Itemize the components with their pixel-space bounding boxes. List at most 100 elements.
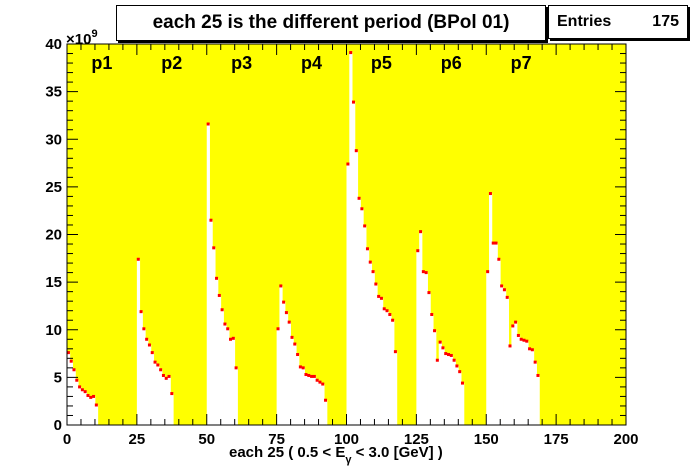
data-point-p1-6 (83, 390, 87, 394)
data-point-p6-4 (427, 291, 431, 295)
bin-fill-p2-1 (139, 311, 143, 425)
bin-fill-p2-12 (170, 393, 174, 425)
data-point-p4-6 (293, 342, 297, 346)
period-label-p3: p3 (231, 53, 252, 73)
data-point-p1-8 (89, 395, 93, 399)
bin-fill-p6-0 (416, 250, 420, 425)
data-point-p6-8 (438, 340, 442, 344)
data-point-p4-15 (318, 380, 322, 384)
bin-fill-p7-12 (519, 339, 523, 425)
bin-fill-p3-0 (206, 124, 210, 425)
data-point-p6-3 (424, 271, 428, 275)
bin-fill-p5-0 (346, 164, 350, 425)
bin-fill-p4-13 (312, 376, 317, 425)
data-point-p3-3 (215, 276, 219, 280)
data-point-p7-15 (528, 347, 532, 351)
data-point-p5-1 (349, 51, 353, 55)
data-point-p5-15 (388, 313, 392, 317)
data-point-p3-6 (223, 322, 227, 326)
period-label-p7: p7 (511, 53, 532, 73)
bin-fill-p6-7 (435, 360, 440, 425)
data-point-p7-8 (508, 344, 512, 348)
data-point-p5-12 (379, 296, 383, 300)
bin-fill-p4-11 (307, 375, 311, 425)
data-point-p3-0 (206, 122, 210, 126)
data-point-p2-10 (164, 376, 168, 380)
bin-fill-p3-1 (209, 220, 213, 425)
bin-fill-p4-4 (287, 322, 291, 425)
bin-fill-p3-5 (220, 309, 224, 425)
bin-fill-p4-16 (321, 384, 325, 425)
bin-fill-p4-14 (315, 380, 319, 425)
bin-fill-p7-11 (516, 335, 521, 425)
data-point-p2-7 (156, 363, 160, 367)
data-point-p3-4 (217, 293, 221, 297)
data-point-p7-1 (488, 192, 492, 196)
bin-fill-p1-6 (83, 391, 87, 425)
bin-fill-p1-5 (80, 389, 85, 425)
data-point-p4-7 (296, 353, 300, 357)
data-point-p1-2 (72, 368, 76, 372)
stats-entries-value: 175 (652, 13, 679, 30)
data-point-p4-13 (312, 374, 316, 378)
bin-fill-p5-16 (391, 320, 395, 425)
data-point-p5-9 (371, 270, 375, 274)
bin-fill-p2-10 (164, 378, 169, 425)
data-point-p4-1 (279, 284, 283, 288)
data-point-p3-8 (229, 337, 233, 341)
bin-fill-p5-10 (374, 284, 378, 425)
data-point-p1-0 (66, 351, 70, 355)
bin-fill-p3-2 (212, 247, 216, 425)
data-point-p1-4 (78, 385, 82, 389)
data-point-p6-9 (441, 346, 445, 350)
x-tick-label: 75 (268, 431, 285, 448)
bin-fill-p7-8 (508, 345, 512, 425)
data-point-p1-3 (75, 378, 79, 382)
y-multiplier-base: ×10 (66, 31, 91, 48)
data-point-p6-0 (416, 249, 420, 253)
data-point-p7-12 (519, 337, 523, 341)
bin-fill-p4-1 (279, 285, 283, 425)
bin-fill-p5-4 (357, 198, 361, 425)
bin-fill-p6-1 (419, 231, 423, 425)
data-point-p5-5 (360, 207, 364, 211)
data-point-p3-10 (234, 366, 238, 370)
data-point-p4-16 (321, 382, 325, 386)
bin-fill-p2-5 (150, 352, 155, 425)
data-point-p6-12 (449, 353, 453, 357)
bin-fill-p5-6 (363, 225, 367, 425)
bin-fill-p4-15 (318, 382, 322, 425)
data-point-p1-10 (94, 403, 98, 407)
bin-fill-p2-0 (136, 259, 141, 425)
bin-fill-p4-0 (276, 328, 280, 425)
bin-fill-p1-1 (69, 361, 73, 425)
data-point-p7-9 (511, 324, 515, 328)
x-tick-label: 100 (334, 431, 359, 448)
bin-fill-p3-4 (217, 295, 222, 425)
data-point-p4-0 (276, 327, 280, 331)
bin-fill-p3-9 (231, 338, 236, 425)
period-label-p1: p1 (91, 53, 112, 73)
chart-title-box: each 25 is the different period (BPol 01… (116, 5, 546, 41)
bin-fill-p7-1 (489, 193, 493, 425)
x-tick-label: 25 (129, 431, 146, 448)
bin-fill-p4-6 (293, 344, 297, 425)
x-tick-label: 0 (63, 431, 71, 448)
data-point-p7-11 (516, 333, 520, 337)
bin-fill-p5-15 (388, 314, 392, 425)
y-tick-label: 35 (45, 84, 62, 101)
bin-fill-p4-7 (296, 354, 300, 425)
data-point-p7-5 (500, 284, 504, 288)
data-point-p3-1 (209, 218, 213, 222)
x-tick-label: 175 (544, 431, 569, 448)
data-point-p4-3 (284, 311, 288, 315)
data-point-p7-6 (502, 288, 506, 292)
bin-fill-p4-17 (324, 400, 328, 425)
y-tick-label: 0 (54, 417, 62, 434)
data-point-p2-2 (142, 327, 146, 331)
bin-fill-p5-11 (377, 296, 381, 425)
x-tick-label: 200 (613, 431, 638, 448)
period-label-p2: p2 (161, 53, 182, 73)
data-point-p7-3 (494, 241, 498, 245)
